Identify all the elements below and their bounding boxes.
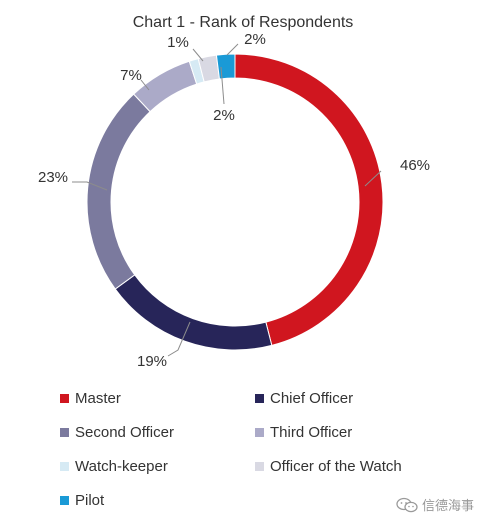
legend-label: Pilot <box>75 491 105 509</box>
leader-line <box>140 79 150 91</box>
slice-master <box>234 53 384 346</box>
leader-line <box>364 170 382 187</box>
data-label: 7% <box>120 67 142 84</box>
legend-label: Second Officer <box>75 423 174 441</box>
legend-label: Master <box>75 389 121 407</box>
chart-title: Chart 1 - Rank of Respondents <box>133 14 354 31</box>
legend-label: Chief Officer <box>270 389 354 407</box>
legend-item: Second Officer <box>60 422 255 442</box>
leader-line <box>220 66 225 105</box>
legend-item: Master <box>60 388 255 408</box>
chart-canvas: Chart 1 - Rank of Respondents 46% 19% 23% 7… <box>38 14 430 370</box>
wechat-icon <box>396 497 418 512</box>
legend-label: Officer of the Watch <box>270 457 402 475</box>
leader-line <box>72 181 108 191</box>
leader-line <box>192 48 204 62</box>
data-label: 2% <box>213 107 235 124</box>
legend-swatch <box>60 393 69 403</box>
watermark: 信德海事 <box>396 495 474 514</box>
leader-line <box>226 43 239 56</box>
data-label: 1% <box>167 34 189 51</box>
legend-swatch <box>60 427 69 437</box>
data-label: 46% <box>400 157 430 174</box>
legend-swatch <box>255 427 264 437</box>
legend-swatch <box>255 461 264 471</box>
watermark-text: 信德海事 <box>421 498 474 513</box>
legend-swatch <box>60 495 69 505</box>
slice-third-officer <box>132 60 198 113</box>
slice-chief-officer <box>114 274 273 351</box>
legend-swatch <box>60 461 69 471</box>
legend-item: Watch-keeper <box>60 456 255 476</box>
data-label: 2% <box>244 31 266 48</box>
data-label: 19% <box>137 353 167 370</box>
legend-item: Officer of the Watch <box>255 456 450 476</box>
data-label: 23% <box>38 169 68 186</box>
legend-item: Pilot <box>60 490 255 510</box>
legend-label: Watch-keeper <box>75 457 168 475</box>
slice-second-officer <box>86 93 151 290</box>
legend-item: Chief Officer <box>255 388 450 408</box>
legend-swatch <box>255 393 264 403</box>
legend-item: Third Officer <box>255 422 450 442</box>
legend-label: Third Officer <box>270 423 353 441</box>
slice-pilot <box>215 53 236 80</box>
leader-line <box>167 321 191 357</box>
chart-legend: Master Chief Officer Second Officer Third O… <box>60 388 480 510</box>
